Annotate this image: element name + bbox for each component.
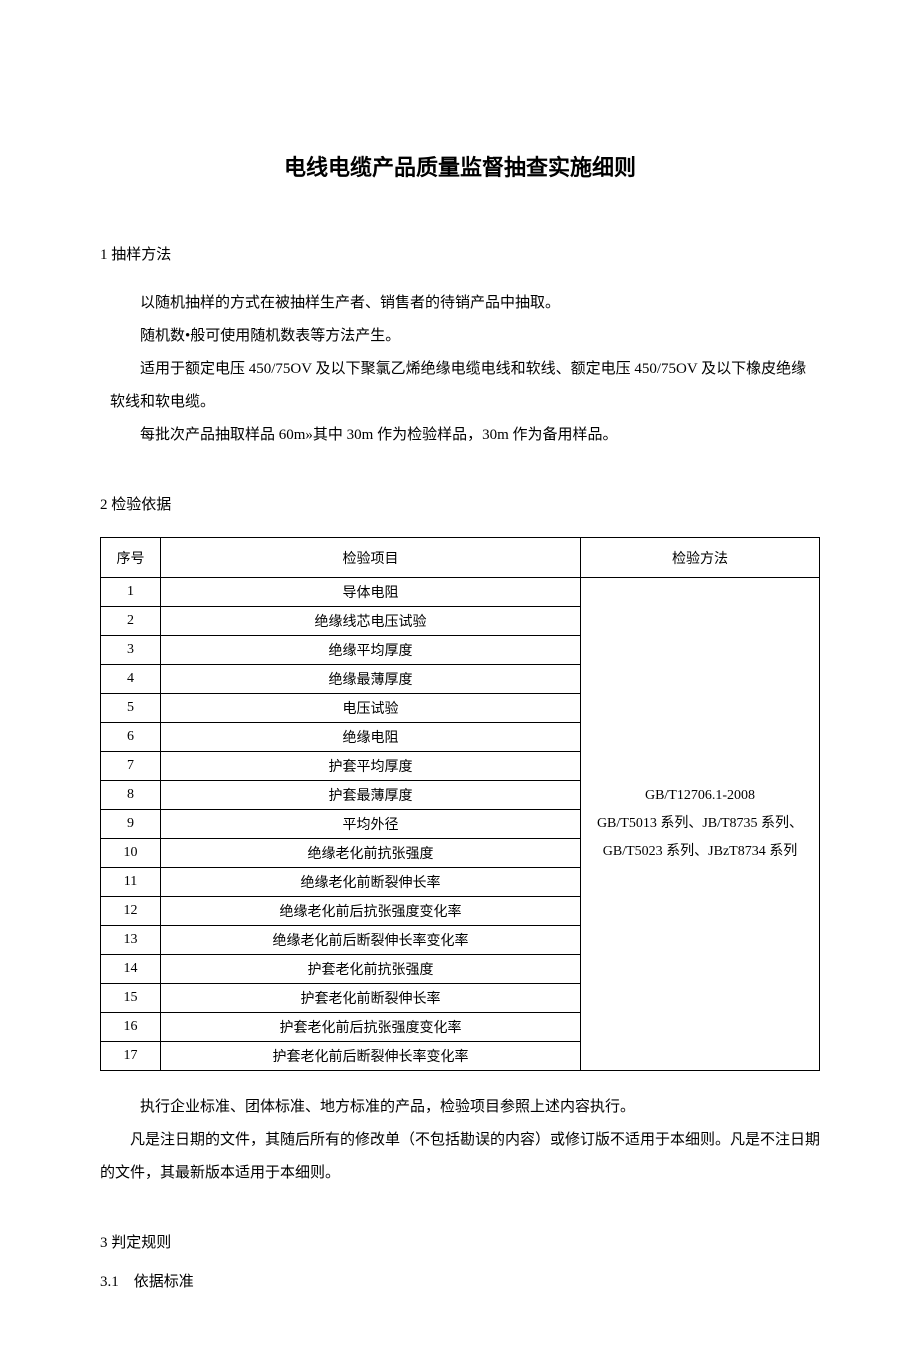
section-3: 3 判定规则 3.1 依据标准 (100, 1230, 820, 1297)
cell-item: 导体电阻 (161, 578, 581, 607)
cell-seq: 15 (101, 984, 161, 1013)
section-2-note-2: 凡是注日期的文件，其随后所有的修改单（不包括勘误的内容）或修订版不适用于本细则。… (100, 1124, 820, 1190)
cell-seq: 12 (101, 897, 161, 926)
header-item: 检验项目 (161, 538, 581, 578)
section-1: 1 抽样方法 以随机抽样的方式在被抽样生产者、销售者的待销产品中抽取。 随机数•… (100, 242, 820, 452)
section-1-para-2: 随机数•般可使用随机数表等方法产生。 (110, 320, 820, 353)
cell-seq: 2 (101, 607, 161, 636)
table-row: 1导体电阻GB/T12706.1-2008GB/T5013 系列、JB/T873… (101, 578, 820, 607)
section-1-para-3: 适用于额定电压 450/75OV 及以下聚氯乙烯绝缘电缆电线和软线、额定电压 4… (110, 353, 820, 419)
inspection-table: 序号 检验项目 检验方法 1导体电阻GB/T12706.1-2008GB/T50… (100, 537, 820, 1071)
section-2-heading: 2 检验依据 (100, 492, 820, 519)
document-title: 电线电缆产品质量监督抽查实施细则 (100, 150, 820, 182)
cell-item: 护套老化前后抗张强度变化率 (161, 1013, 581, 1042)
method-line-2: GB/T5013 系列、JB/T8735 系列、GB/T5023 系列、JBzT… (589, 810, 811, 866)
cell-item: 护套老化前断裂伸长率 (161, 984, 581, 1013)
cell-item: 绝缘平均厚度 (161, 636, 581, 665)
cell-seq: 5 (101, 694, 161, 723)
cell-item: 绝缘老化前抗张强度 (161, 839, 581, 868)
cell-seq: 16 (101, 1013, 161, 1042)
cell-seq: 1 (101, 578, 161, 607)
table-header-row: 序号 检验项目 检验方法 (101, 538, 820, 578)
header-method: 检验方法 (581, 538, 820, 578)
cell-seq: 6 (101, 723, 161, 752)
cell-item: 护套老化前后断裂伸长率变化率 (161, 1042, 581, 1071)
section-1-para-1: 以随机抽样的方式在被抽样生产者、销售者的待销产品中抽取。 (110, 287, 820, 320)
cell-seq: 17 (101, 1042, 161, 1071)
inspection-table-container: 序号 检验项目 检验方法 1导体电阻GB/T12706.1-2008GB/T50… (100, 537, 820, 1071)
cell-item: 绝缘线芯电压试验 (161, 607, 581, 636)
cell-item: 绝缘电阻 (161, 723, 581, 752)
cell-item: 护套平均厚度 (161, 752, 581, 781)
cell-seq: 4 (101, 665, 161, 694)
method-line-1: GB/T12706.1-2008 (589, 782, 811, 810)
cell-item: 平均外径 (161, 810, 581, 839)
cell-seq: 10 (101, 839, 161, 868)
cell-seq: 7 (101, 752, 161, 781)
cell-seq: 3 (101, 636, 161, 665)
cell-item: 绝缘最薄厚度 (161, 665, 581, 694)
cell-item: 绝缘老化前断裂伸长率 (161, 868, 581, 897)
section-3-heading: 3 判定规则 (100, 1230, 820, 1257)
cell-seq: 8 (101, 781, 161, 810)
cell-item: 电压试验 (161, 694, 581, 723)
section-2: 2 检验依据 序号 检验项目 检验方法 1导体电阻GB/T12706.1-200… (100, 492, 820, 1190)
section-1-heading: 1 抽样方法 (100, 242, 820, 269)
section-3-sub-1: 3.1 依据标准 (100, 1267, 820, 1297)
cell-method: GB/T12706.1-2008GB/T5013 系列、JB/T8735 系列、… (581, 578, 820, 1071)
cell-item: 绝缘老化前后断裂伸长率变化率 (161, 926, 581, 955)
cell-seq: 14 (101, 955, 161, 984)
cell-item: 护套最薄厚度 (161, 781, 581, 810)
cell-seq: 11 (101, 868, 161, 897)
section-2-note-1: 执行企业标准、团体标准、地方标准的产品，检验项目参照上述内容执行。 (110, 1091, 820, 1124)
cell-item: 护套老化前抗张强度 (161, 955, 581, 984)
section-1-para-4: 每批次产品抽取样品 60m»其中 30m 作为检验样品，30m 作为备用样品。 (110, 419, 820, 452)
cell-seq: 13 (101, 926, 161, 955)
header-seq: 序号 (101, 538, 161, 578)
cell-item: 绝缘老化前后抗张强度变化率 (161, 897, 581, 926)
cell-seq: 9 (101, 810, 161, 839)
